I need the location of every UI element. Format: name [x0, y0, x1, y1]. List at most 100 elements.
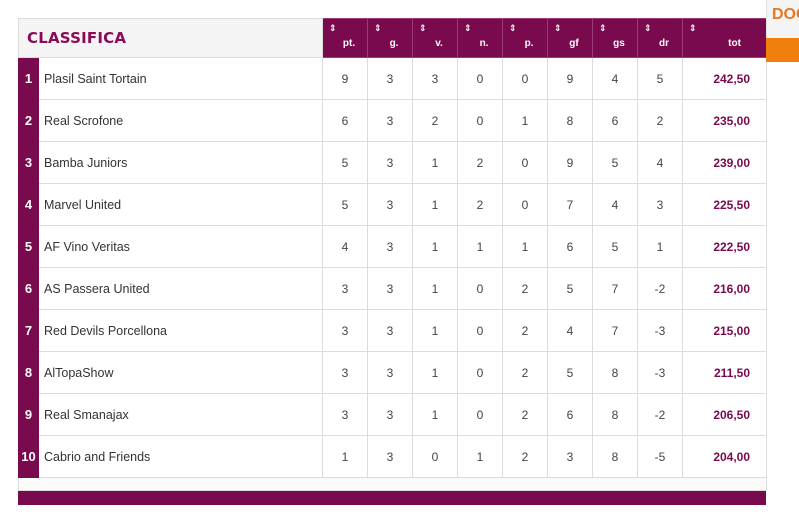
stat-cell-n: 2: [457, 183, 504, 226]
team-name-cell: AlTopaShow: [37, 351, 324, 394]
stat-cell-gf: 8: [547, 99, 594, 142]
table-row: 4 Marvel United 5 3 1 2 0 7 4 3 225,50: [18, 183, 768, 226]
stat-cell-gs: 4: [592, 57, 639, 100]
stat-cell-gs: 5: [592, 225, 639, 268]
column-header-label: dr: [659, 38, 670, 49]
sort-icon[interactable]: ⇕: [554, 23, 562, 33]
column-header-gs[interactable]: ⇕ gs: [592, 18, 639, 58]
rank-cell: 7: [18, 309, 39, 352]
stat-cell-g: 3: [367, 267, 414, 310]
column-header-label: g.: [389, 38, 399, 49]
stat-cell-gf: 4: [547, 309, 594, 352]
stat-cell-gs: 6: [592, 99, 639, 142]
stat-cell-n: 1: [457, 435, 504, 478]
stat-cell-gf: 5: [547, 267, 594, 310]
stat-cell-dr: 3: [637, 183, 684, 226]
rank-cell: 8: [18, 351, 39, 394]
total-cell: 216,00: [682, 267, 768, 310]
stat-cell-pt: 3: [322, 393, 369, 436]
stat-cell-v: 1: [412, 141, 459, 184]
stat-cell-dr: -3: [637, 309, 684, 352]
table-row: 6 AS Passera United 3 3 1 0 2 5 7 -2 216,00: [18, 267, 768, 310]
stat-cell-pt: 1: [322, 435, 369, 478]
rank-cell: 3: [18, 141, 39, 184]
stat-cell-v: 1: [412, 267, 459, 310]
stat-cell-n: 2: [457, 141, 504, 184]
total-cell: 225,50: [682, 183, 768, 226]
team-name-cell: Real Scrofone: [37, 99, 324, 142]
table-body: 1 Plasil Saint Tortain 9 3 3 0 0 9 4 5 242,50 2 Real…: [18, 57, 768, 478]
table-row: 8 AlTopaShow 3 3 1 0 2 5 8 -3 211,50: [18, 351, 768, 394]
stat-cell-n: 0: [457, 99, 504, 142]
total-cell: 242,50: [682, 57, 768, 100]
stat-cell-dr: -2: [637, 267, 684, 310]
stat-cell-p: 2: [502, 309, 549, 352]
team-name-cell: AS Passera United: [37, 267, 324, 310]
table-bottom-bar: [18, 491, 766, 505]
team-name-cell: Cabrio and Friends: [37, 435, 324, 478]
stat-cell-g: 3: [367, 435, 414, 478]
stat-cell-v: 0: [412, 435, 459, 478]
column-header-p[interactable]: ⇕ p.: [502, 18, 549, 58]
stat-cell-dr: 1: [637, 225, 684, 268]
stat-cell-dr: 5: [637, 57, 684, 100]
column-header-tot[interactable]: ⇕ tot: [682, 18, 768, 58]
rank-cell: 9: [18, 393, 39, 436]
stat-cell-g: 3: [367, 393, 414, 436]
side-tab[interactable]: DOC: [766, 0, 799, 38]
rank-cell: 1: [18, 57, 39, 100]
column-header-label: gf: [569, 38, 579, 49]
stat-cell-v: 1: [412, 309, 459, 352]
side-tab-orange-bar[interactable]: [766, 38, 799, 62]
stat-cell-gs: 5: [592, 141, 639, 184]
stat-cell-p: 2: [502, 351, 549, 394]
column-header-n[interactable]: ⇕ n.: [457, 18, 504, 58]
sort-icon[interactable]: ⇕: [509, 23, 517, 33]
stat-cell-pt: 9: [322, 57, 369, 100]
sort-icon[interactable]: ⇕: [689, 23, 697, 33]
column-header-g[interactable]: ⇕ g.: [367, 18, 414, 58]
team-name-cell: Red Devils Porcellona: [37, 309, 324, 352]
stat-cell-n: 0: [457, 393, 504, 436]
column-header-pt[interactable]: ⇕ pt.: [322, 18, 369, 58]
stat-cell-v: 1: [412, 225, 459, 268]
stat-cell-p: 1: [502, 99, 549, 142]
stat-cell-pt: 5: [322, 183, 369, 226]
stat-cell-g: 3: [367, 225, 414, 268]
table-row: 5 AF Vino Veritas 4 3 1 1 1 6 5 1 222,50: [18, 225, 768, 268]
stat-cell-dr: 2: [637, 99, 684, 142]
column-header-gf[interactable]: ⇕ gf: [547, 18, 594, 58]
sort-icon[interactable]: ⇕: [374, 23, 382, 33]
table-footer-spacer: [17, 477, 768, 491]
stat-cell-n: 0: [457, 57, 504, 100]
stat-cell-gs: 8: [592, 435, 639, 478]
stat-cell-gf: 3: [547, 435, 594, 478]
sort-icon[interactable]: ⇕: [599, 23, 607, 33]
stat-cell-gf: 7: [547, 183, 594, 226]
stat-cell-pt: 4: [322, 225, 369, 268]
stat-cell-dr: -5: [637, 435, 684, 478]
sort-icon[interactable]: ⇕: [464, 23, 472, 33]
team-name-cell: Bamba Juniors: [37, 141, 324, 184]
sort-icon[interactable]: ⇕: [644, 23, 652, 33]
stat-cell-dr: 4: [637, 141, 684, 184]
stat-cell-v: 3: [412, 57, 459, 100]
column-header-v[interactable]: ⇕ v.: [412, 18, 459, 58]
table-row: 2 Real Scrofone 6 3 2 0 1 8 6 2 235,00: [18, 99, 768, 142]
sort-icon[interactable]: ⇕: [419, 23, 427, 33]
column-header-label: pt.: [342, 38, 356, 49]
stat-cell-gf: 9: [547, 141, 594, 184]
stat-cell-pt: 6: [322, 99, 369, 142]
stat-cell-gs: 7: [592, 309, 639, 352]
column-header-dr[interactable]: ⇕ dr: [637, 18, 684, 58]
stat-cell-v: 1: [412, 351, 459, 394]
stat-cell-n: 0: [457, 309, 504, 352]
stat-cell-p: 2: [502, 435, 549, 478]
sort-icon[interactable]: ⇕: [329, 23, 337, 33]
column-header-label: tot: [728, 38, 741, 49]
stat-cell-p: 2: [502, 393, 549, 436]
table-row: 10 Cabrio and Friends 1 3 0 1 2 3 8 -5 204,00: [18, 435, 768, 478]
stat-cell-gf: 6: [547, 225, 594, 268]
table-title: CLASSIFICA: [17, 18, 324, 58]
stat-cell-g: 3: [367, 309, 414, 352]
